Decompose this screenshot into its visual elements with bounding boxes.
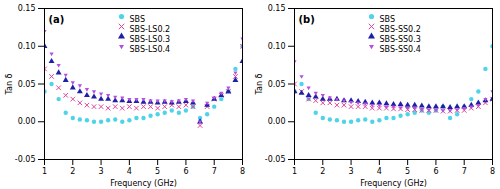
svg-text:0.15: 0.15 [18,4,36,13]
svg-text:SBS: SBS [130,15,146,24]
svg-text:(a): (a) [49,14,65,25]
svg-text:1: 1 [292,167,297,176]
svg-text:(b): (b) [299,14,315,25]
svg-text:Tan δ: Tan δ [255,73,264,95]
svg-text:SBS: SBS [380,15,396,24]
svg-text:-0.05: -0.05 [265,155,286,164]
svg-text:6: 6 [183,167,188,176]
svg-text:SBS-SS0.2: SBS-SS0.2 [380,25,421,34]
svg-text:1: 1 [42,167,47,176]
svg-text:5: 5 [405,167,410,176]
svg-text:Frequency (GHz): Frequency (GHz) [110,179,177,188]
svg-text:SBS-SS0.4: SBS-SS0.4 [380,45,421,54]
svg-text:0.10: 0.10 [268,42,286,51]
svg-text:3: 3 [349,167,354,176]
svg-text:Frequency (GHz): Frequency (GHz) [360,179,427,188]
svg-text:4: 4 [377,167,382,176]
svg-text:8: 8 [240,167,245,176]
svg-text:3: 3 [99,167,104,176]
svg-text:2: 2 [70,167,75,176]
svg-text:SBS-LS0.4: SBS-LS0.4 [130,45,171,54]
svg-text:0.00: 0.00 [18,117,36,126]
svg-text:0.15: 0.15 [268,4,286,13]
svg-text:8: 8 [490,167,495,176]
svg-text:0.05: 0.05 [18,80,36,89]
svg-text:0.00: 0.00 [268,117,286,126]
svg-text:6: 6 [433,167,438,176]
svg-text:0.10: 0.10 [18,42,36,51]
svg-text:0.05: 0.05 [268,80,286,89]
svg-text:Tan δ: Tan δ [5,73,14,95]
svg-text:SBS-SS0.3: SBS-SS0.3 [380,35,421,44]
svg-text:5: 5 [155,167,160,176]
svg-text:SBS-LS0.2: SBS-LS0.2 [130,25,171,34]
svg-text:SBS-LS0.3: SBS-LS0.3 [130,35,171,44]
svg-text:7: 7 [462,167,467,176]
svg-text:7: 7 [212,167,217,176]
svg-text:-0.05: -0.05 [15,155,36,164]
svg-text:4: 4 [127,167,132,176]
svg-text:2: 2 [320,167,325,176]
